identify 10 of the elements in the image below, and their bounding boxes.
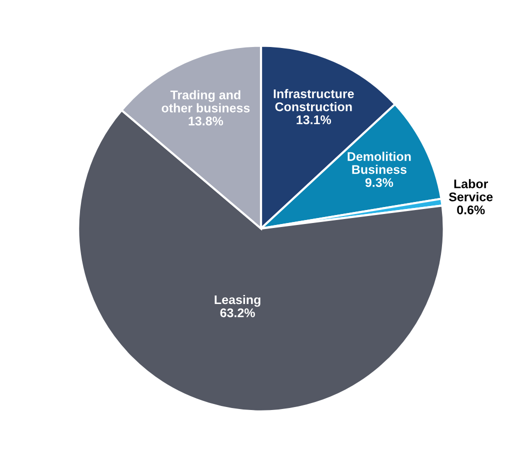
data-label: 63.2% xyxy=(220,308,255,318)
data-label: 13.1% xyxy=(296,115,332,124)
slice-label: Leasing xyxy=(214,294,260,307)
data-label: 9.3% xyxy=(365,178,394,187)
data-label: 0.6% xyxy=(457,205,485,214)
slice-label: Labor Service xyxy=(448,179,493,202)
slice-label: Trading and other business xyxy=(162,90,250,112)
data-label: 13.8% xyxy=(188,116,224,126)
slice-label: Infrastructure Construction xyxy=(274,89,354,112)
slice-label: Demolition Business xyxy=(348,152,411,174)
